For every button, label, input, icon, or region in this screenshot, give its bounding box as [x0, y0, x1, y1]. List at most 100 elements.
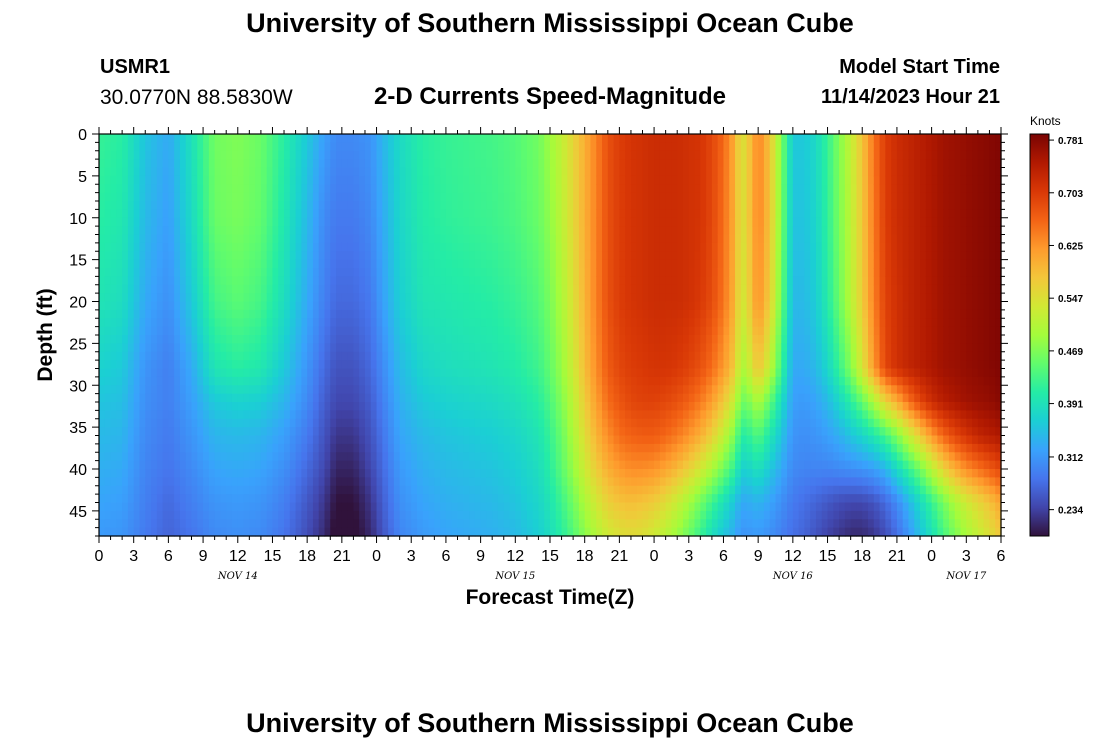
- heatmap-cell: [654, 519, 661, 529]
- heatmap-cell: [336, 301, 343, 311]
- heatmap-cell: [174, 301, 181, 311]
- heatmap-cell: [295, 134, 302, 143]
- heatmap-cell: [185, 418, 193, 428]
- heatmap-cell: [359, 469, 366, 478]
- heatmap-cell: [336, 335, 343, 344]
- heatmap-cell: [654, 460, 661, 470]
- heatmap-cell: [451, 150, 459, 160]
- heatmap-cell: [307, 242, 314, 252]
- heatmap-cell: [214, 201, 222, 210]
- heatmap-cell: [625, 217, 632, 227]
- heatmap-cell: [382, 435, 389, 445]
- heatmap-cell: [260, 527, 268, 537]
- heatmap-cell: [561, 293, 568, 303]
- heatmap-cell: [208, 167, 216, 177]
- heatmap-cell: [630, 435, 638, 445]
- heatmap-cell: [226, 510, 233, 520]
- heatmap-cell: [156, 452, 164, 462]
- heatmap-cell: [191, 519, 198, 529]
- heatmap-cell: [197, 284, 204, 294]
- heatmap-cell: [434, 242, 441, 252]
- heatmap-cell: [417, 510, 424, 520]
- heatmap-cell: [451, 167, 459, 177]
- heatmap-cell: [688, 435, 696, 445]
- heatmap-cell: [526, 393, 534, 403]
- heatmap-cell: [480, 259, 487, 269]
- heatmap-cell: [515, 301, 522, 311]
- heatmap-cell: [451, 268, 459, 277]
- heatmap-cell: [503, 527, 511, 537]
- heatmap-cell: [630, 184, 638, 194]
- heatmap-cell: [295, 510, 302, 520]
- heatmap-cell: [162, 134, 169, 143]
- heatmap-cell: [388, 343, 395, 353]
- heatmap-cell: [399, 402, 407, 411]
- heatmap-cell: [133, 368, 141, 378]
- heatmap-cell: [237, 142, 245, 152]
- heatmap-cell: [145, 326, 152, 336]
- heatmap-cell: [613, 301, 620, 311]
- heatmap-cell: [289, 469, 297, 478]
- heatmap-cell: [613, 335, 620, 344]
- heatmap-cell: [307, 326, 314, 336]
- heatmap-cell: [260, 142, 268, 152]
- heatmap-cell: [578, 309, 586, 319]
- heatmap-cell: [607, 494, 615, 504]
- heatmap-cell: [341, 335, 349, 344]
- heatmap-cell: [503, 402, 511, 411]
- heatmap-cell: [278, 242, 285, 252]
- heatmap-cell: [110, 335, 117, 344]
- heatmap-cell: [162, 360, 169, 370]
- heatmap-cell: [613, 259, 620, 269]
- heatmap-cell: [596, 527, 603, 537]
- heatmap-cell: [156, 159, 164, 169]
- heatmap-cell: [682, 385, 690, 395]
- heatmap-cell: [509, 184, 516, 194]
- heatmap-cell: [584, 360, 592, 370]
- heatmap-cell: [260, 318, 268, 328]
- heatmap-cell: [336, 443, 343, 453]
- heatmap-cell: [486, 435, 493, 445]
- heatmap-cell: [440, 309, 447, 319]
- heatmap-cell: [613, 527, 620, 537]
- heatmap-cell: [659, 435, 667, 445]
- heatmap-cell: [260, 360, 268, 370]
- heatmap-cell: [532, 410, 540, 420]
- heatmap-cell: [191, 385, 198, 395]
- heatmap-cell: [116, 192, 123, 202]
- heatmap-cell: [324, 360, 331, 370]
- heatmap-cell: [515, 494, 522, 504]
- heatmap-cell: [677, 510, 684, 520]
- heatmap-cell: [127, 276, 135, 286]
- heatmap-cell: [509, 226, 516, 236]
- heatmap-cell: [179, 175, 187, 185]
- heatmap-cell: [642, 159, 649, 169]
- heatmap-cell: [255, 293, 262, 303]
- heatmap-cell: [214, 259, 222, 269]
- heatmap-cell: [289, 427, 297, 437]
- heatmap-cell: [434, 368, 441, 378]
- heatmap-cell: [370, 402, 378, 411]
- heatmap-cell: [208, 234, 216, 244]
- heatmap-cell: [665, 301, 673, 311]
- heatmap-cell: [694, 134, 701, 143]
- heatmap-cell: [440, 209, 447, 219]
- heatmap-cell: [330, 510, 337, 520]
- heatmap-cell: [596, 134, 603, 143]
- heatmap-cell: [492, 251, 499, 261]
- heatmap-cell: [642, 259, 649, 269]
- heatmap-cell: [99, 410, 106, 420]
- heatmap-cell: [260, 134, 268, 143]
- heatmap-cell: [469, 385, 476, 395]
- heatmap-cell: [295, 251, 302, 261]
- heatmap-cell: [104, 301, 112, 311]
- heatmap-cell: [636, 510, 644, 520]
- heatmap-cell: [596, 167, 603, 177]
- heatmap-cell: [359, 460, 366, 470]
- heatmap-cell: [492, 167, 499, 177]
- heatmap-cell: [353, 251, 360, 261]
- heatmap-cell: [289, 184, 297, 194]
- heatmap-cell: [272, 376, 279, 386]
- heatmap-cell: [353, 326, 360, 336]
- heatmap-cell: [208, 309, 216, 319]
